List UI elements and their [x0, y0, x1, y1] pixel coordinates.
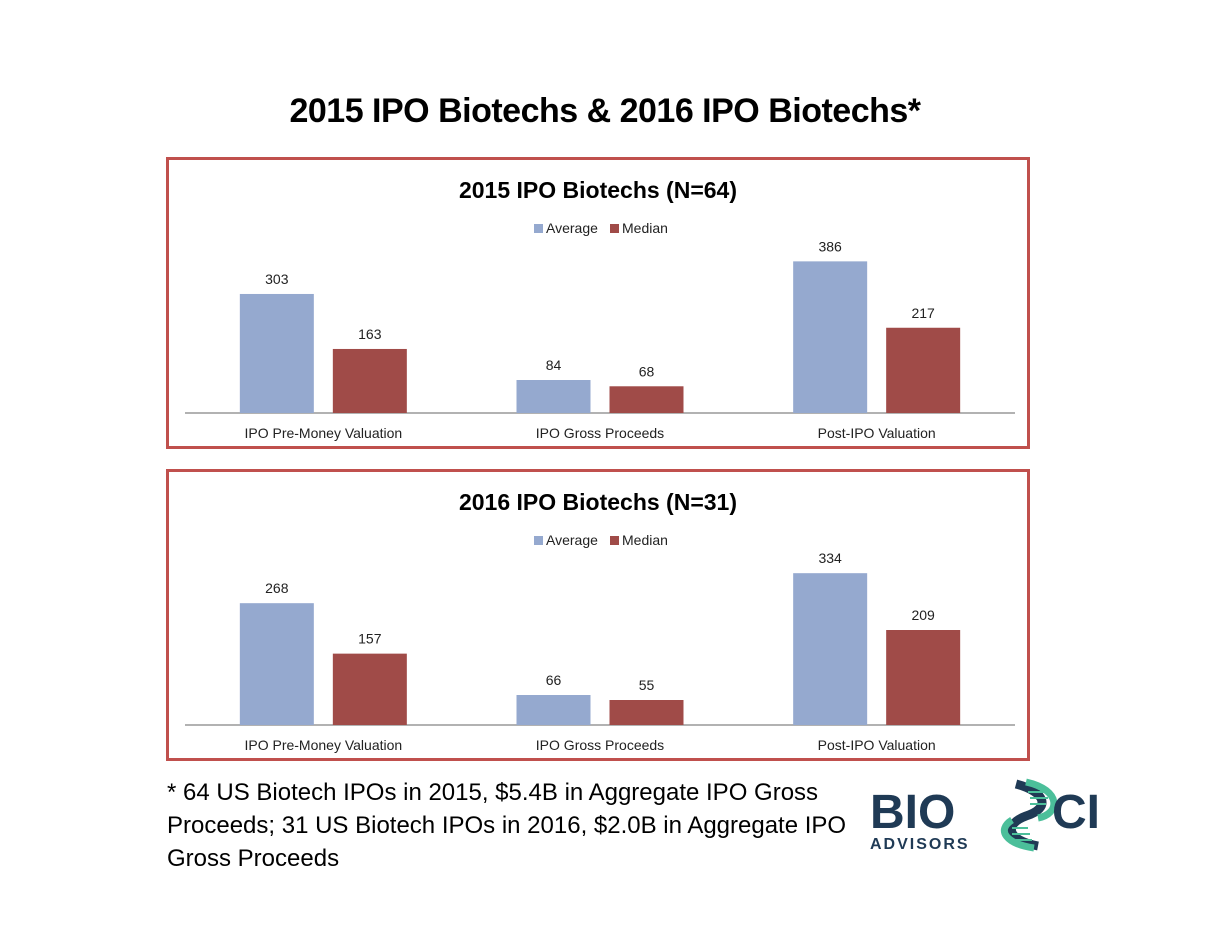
page-title: 2015 IPO Biotechs & 2016 IPO Biotechs*	[289, 92, 921, 130]
legend-label-median: Median	[622, 532, 668, 548]
legend-swatch-average	[534, 224, 543, 233]
biosci-logo: BIO CI ADVISORS	[870, 778, 1100, 852]
bar-median	[609, 386, 684, 413]
data-label: 303	[265, 271, 289, 287]
legend-swatch-average	[534, 536, 543, 545]
chart-title: 2016 IPO Biotechs (N=31)	[459, 489, 737, 515]
bar-average	[793, 573, 868, 725]
chart-svg: 2016 IPO Biotechs (N=31) Average Median IPO…	[185, 489, 1015, 753]
chart-svg: 2015 IPO Biotechs (N=64) Average Median IPO…	[185, 177, 1015, 441]
logo-text-ci: CI	[1052, 786, 1100, 839]
legend-swatch-median	[610, 224, 619, 233]
x-tick-label: IPO Pre-Money Valuation	[244, 737, 402, 753]
dna-helix-icon	[1000, 778, 1058, 852]
logo-text-bio: BIO	[870, 786, 955, 839]
data-label: 209	[911, 607, 935, 623]
bar-average	[793, 261, 868, 413]
bar-median	[886, 327, 961, 413]
bar-average	[516, 380, 591, 413]
legend-swatch-median	[610, 536, 619, 545]
x-tick-label: IPO Gross Proceeds	[536, 425, 664, 441]
data-label: 268	[265, 580, 289, 596]
x-tick-label: Post-IPO Valuation	[818, 425, 936, 441]
bar-average	[516, 695, 591, 725]
chart-panel-2015: 2015 IPO Biotechs (N=64) Average Median IPO…	[166, 157, 1030, 449]
logo-text-advisors: ADVISORS	[870, 836, 970, 852]
bar-median	[332, 348, 407, 413]
bar-average	[239, 603, 314, 725]
bar-median	[609, 700, 684, 725]
x-tick-label: IPO Pre-Money Valuation	[244, 425, 402, 441]
data-label: 386	[818, 238, 842, 254]
data-label: 66	[546, 672, 562, 688]
x-tick-label: Post-IPO Valuation	[818, 737, 936, 753]
bar-median	[886, 630, 961, 725]
data-label: 157	[358, 631, 382, 647]
chart-panel-2016: 2016 IPO Biotechs (N=31) Average Median IPO…	[166, 469, 1030, 761]
data-label: 68	[639, 363, 655, 379]
data-label: 55	[639, 677, 655, 693]
legend: Average Median	[534, 220, 668, 236]
footnote: * 64 US Biotech IPOs in 2015, $5.4B in A…	[167, 779, 847, 872]
x-tick-label: IPO Gross Proceeds	[536, 737, 664, 753]
data-label: 163	[358, 326, 382, 342]
data-label: 217	[911, 305, 935, 321]
bar-median	[332, 653, 407, 725]
legend-label-average: Average	[546, 532, 598, 548]
bar-average	[239, 293, 314, 413]
chart-title: 2015 IPO Biotechs (N=64)	[459, 177, 737, 203]
legend: Average Median	[534, 532, 668, 548]
legend-label-median: Median	[622, 220, 668, 236]
data-label: 334	[818, 550, 842, 566]
data-label: 84	[546, 357, 562, 373]
legend-label-average: Average	[546, 220, 598, 236]
